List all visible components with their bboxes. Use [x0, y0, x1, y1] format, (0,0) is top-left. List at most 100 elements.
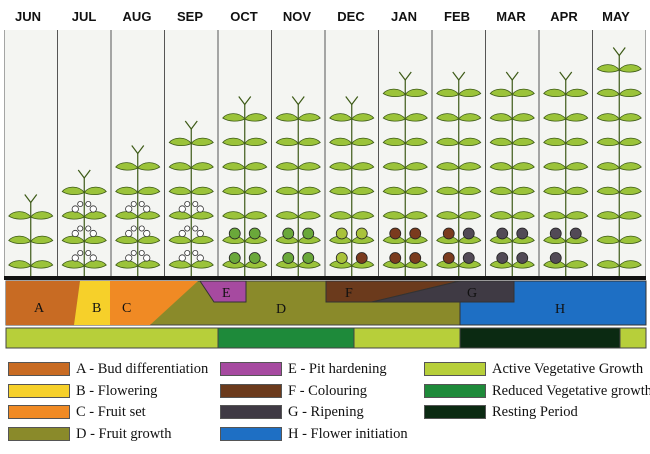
- leaf: [618, 235, 642, 245]
- stage-e-label: E: [222, 286, 231, 301]
- fruit: [355, 227, 368, 240]
- flower-bud: [196, 254, 204, 262]
- fruit: [248, 227, 261, 240]
- leaf: [458, 113, 482, 122]
- leaf: [190, 137, 214, 147]
- leaf: [596, 260, 620, 269]
- flower-bud: [184, 225, 191, 232]
- stage-c-label: C: [122, 301, 131, 316]
- leaf: [222, 186, 246, 196]
- leaf: [436, 211, 460, 220]
- stage-d-label: D: [276, 302, 286, 317]
- legend-item-c: C - Fruit set: [8, 403, 146, 421]
- leaf: [489, 137, 513, 147]
- leaf: [382, 113, 406, 122]
- leaf: [404, 162, 428, 171]
- legend-swatch: [424, 384, 486, 398]
- fruit: [409, 227, 422, 240]
- active-growth-segment: [353, 327, 461, 349]
- fruit: [496, 227, 509, 240]
- leaf: [618, 162, 642, 171]
- month-label: MAR: [496, 9, 526, 24]
- legend-swatch: [424, 362, 486, 376]
- leaf: [83, 186, 107, 196]
- stage-h-region: [459, 280, 647, 326]
- leaf: [115, 211, 139, 220]
- flower-bud: [138, 225, 145, 232]
- leaf: [565, 88, 589, 98]
- leaf: [297, 137, 321, 147]
- leaf: [489, 186, 513, 196]
- month-header: JUN JUL AUG SEP OCT NOV DEC JAN FEB MAR …: [0, 0, 650, 28]
- leaf: [275, 113, 299, 122]
- leaf: [30, 260, 54, 269]
- flower-bud: [192, 249, 199, 256]
- legend-swatch: [8, 405, 70, 419]
- fruit: [248, 252, 261, 264]
- fruit: [302, 252, 315, 264]
- month-label: NOV: [282, 9, 312, 24]
- reduced-growth-segment: [217, 327, 355, 349]
- leaf: [511, 113, 535, 122]
- fruit: [335, 252, 348, 264]
- fruit: [549, 252, 562, 264]
- plant-apex: [131, 145, 145, 155]
- leaf: [168, 211, 192, 220]
- leaf: [436, 162, 460, 171]
- leaf: [297, 186, 321, 196]
- fruit: [389, 227, 402, 240]
- leaf: [137, 260, 161, 269]
- legend-item-f: F - Colouring: [220, 382, 367, 400]
- flower-bud: [184, 249, 191, 256]
- leaf: [222, 113, 246, 122]
- flower-bud: [77, 200, 84, 207]
- flower-bud: [125, 254, 133, 262]
- plant-apex: [612, 47, 626, 57]
- leaf: [351, 211, 375, 220]
- month-label: JUL: [71, 9, 97, 24]
- flower-bud: [77, 249, 84, 256]
- leaf: [297, 162, 321, 171]
- stage-b-label: B: [92, 301, 101, 316]
- month-label: FEB: [444, 9, 470, 24]
- month-label: DEC: [337, 9, 365, 24]
- leaf: [511, 88, 535, 98]
- leaf: [543, 137, 567, 147]
- legend-swatch: [220, 384, 282, 398]
- active-growth-segment: [5, 327, 219, 349]
- leaf: [83, 211, 107, 220]
- legend-swatch: [220, 405, 282, 419]
- month-label: APR: [550, 9, 578, 24]
- plant-apex: [238, 96, 252, 106]
- leaf: [511, 162, 535, 171]
- leaf: [565, 137, 589, 147]
- leaf: [137, 235, 161, 245]
- plant-apex: [24, 194, 38, 204]
- flower-bud: [71, 229, 79, 238]
- leaf: [83, 235, 107, 245]
- stage-a-label: A: [34, 301, 45, 316]
- flower-bud: [192, 200, 199, 207]
- leaf: [137, 186, 161, 196]
- leaf: [61, 186, 85, 196]
- month-label: JAN: [390, 9, 417, 24]
- flower-bud: [85, 200, 92, 207]
- leaf: [436, 137, 460, 147]
- flower-bud: [71, 254, 79, 262]
- leaf: [61, 211, 85, 220]
- stage-c-region: [110, 281, 198, 325]
- leaf: [190, 186, 214, 196]
- leaf: [618, 211, 642, 220]
- legend-item-resting: Resting Period: [424, 403, 578, 421]
- leaf: [222, 162, 246, 171]
- leaf: [190, 260, 214, 269]
- fruit: [282, 252, 295, 264]
- flower-bud: [125, 205, 133, 213]
- flower-bud: [138, 249, 145, 256]
- leaf: [458, 186, 482, 196]
- leaf: [511, 186, 535, 196]
- plant-apex: [452, 71, 466, 81]
- resting-period-segment: [459, 327, 621, 349]
- leaf: [543, 186, 567, 196]
- fruit: [302, 227, 315, 240]
